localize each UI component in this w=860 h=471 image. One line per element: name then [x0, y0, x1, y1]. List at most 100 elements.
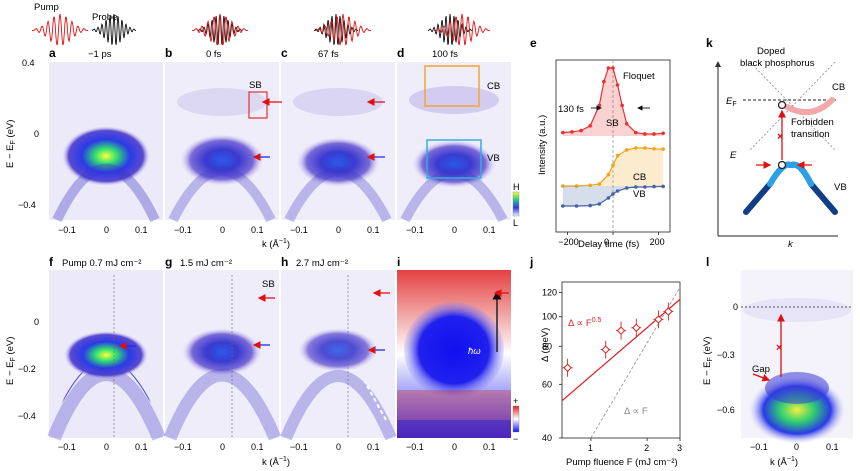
k-cb-label: CB	[832, 82, 845, 93]
probe-pulse	[427, 13, 473, 45]
panel-letter-j: j	[529, 255, 533, 269]
xticks-top: −0.1 0 0.1 −0.1 0 0.1 −0.1 0 0.1 −0.1 0 0.1	[58, 225, 496, 235]
data-point-delta	[601, 345, 610, 354]
panel-letter-k: k	[706, 36, 713, 50]
series-fill-cb	[562, 148, 664, 186]
data-point-sb	[634, 130, 638, 135]
panel-g	[163, 270, 281, 441]
j-ytick-label: 100	[542, 312, 557, 322]
panel-f	[47, 270, 166, 441]
panel-letter-c: c	[281, 46, 288, 60]
y-axis-label-bot: E − EF (eV)	[5, 337, 17, 385]
panel-delay-a: −1 ps	[88, 49, 112, 60]
series-fill-sb	[562, 68, 664, 136]
panel-j-xlabel: Pump fluence F (mJ cm⁻²)	[566, 457, 678, 468]
y-axis-label-top: E − EF (eV)	[5, 120, 17, 168]
diff-plus: +	[513, 396, 518, 406]
sb-label-g: SB	[262, 279, 275, 290]
panel-b	[165, 62, 279, 223]
k-title-1: Doped	[757, 46, 785, 57]
data-point-vb	[597, 202, 602, 206]
j-xtick-label: 1	[588, 443, 593, 453]
data-point-vb	[588, 203, 592, 208]
ytick-top-04: 0.4	[22, 58, 35, 68]
probe-pulse	[91, 13, 137, 45]
cb-box	[424, 65, 480, 107]
panel-delay-c: 67 fs	[318, 49, 339, 60]
svg-text:0: 0	[336, 225, 341, 235]
fit-label: Δ ∝ F0.5	[568, 317, 602, 329]
l-ylabel: E − EF (eV)	[702, 337, 714, 385]
initial-state	[777, 160, 787, 170]
data-point-sb	[611, 66, 615, 70]
svg-text:−0.1: −0.1	[58, 225, 76, 235]
panel-letter-b: b	[165, 46, 172, 60]
data-point-cb	[652, 146, 656, 151]
data-point-sb	[615, 83, 620, 87]
k-vb-label: VB	[834, 182, 847, 193]
svg-text:0: 0	[452, 442, 457, 452]
svg-text:−0.3: −0.3	[717, 350, 735, 360]
vb-box	[426, 139, 482, 179]
panel-h	[280, 270, 397, 441]
data-point-vb	[615, 189, 620, 193]
panel-l: ×	[741, 270, 853, 444]
k-k-axis-label: k	[788, 239, 794, 250]
data-point-sb	[620, 103, 624, 108]
ytick-top-0: 0	[34, 129, 39, 139]
floquet-band	[784, 97, 835, 116]
pump-pulse	[191, 13, 249, 46]
e-sb-label: SB	[606, 118, 619, 129]
svg-text:0.1: 0.1	[135, 225, 148, 235]
svg-text:0.1: 0.1	[483, 442, 496, 452]
data-point-vb	[661, 184, 665, 189]
data-point-sb	[570, 130, 574, 134]
data-point-vb	[611, 192, 615, 196]
diff-colorbar	[512, 405, 520, 433]
data-point-delta	[632, 323, 641, 333]
svg-text:0: 0	[336, 442, 341, 452]
band-intensity	[62, 126, 150, 186]
data-point-cb	[661, 147, 665, 151]
data-point-sb	[579, 128, 583, 133]
colorbar-low: L	[513, 218, 518, 228]
colorbar	[512, 191, 520, 217]
probe-label: Probe	[92, 12, 117, 23]
pump-pulse	[31, 13, 89, 46]
j-xtick-label: 3	[677, 443, 682, 453]
svg-text:0: 0	[220, 442, 225, 452]
svg-text:−0.6: −0.6	[717, 405, 735, 415]
data-point-vb	[652, 184, 656, 189]
panel-fluence-h: 2.7 mJ cm⁻²	[296, 258, 348, 269]
k-ef-label: EF	[726, 96, 737, 108]
svg-text:0.1: 0.1	[826, 442, 839, 452]
data-point-sb	[597, 103, 602, 108]
panel-j-frame	[561, 281, 681, 439]
ytick-bot-m04: −0.4	[18, 411, 36, 421]
svg-text:0: 0	[794, 442, 799, 452]
data-point-vb	[561, 204, 565, 208]
panel-e: −200 0 200	[555, 59, 671, 247]
vb-label-d: VB	[487, 153, 500, 164]
width-label: 130 fs	[558, 104, 584, 115]
vb-right	[789, 161, 838, 215]
e-vb-label: VB	[633, 189, 646, 200]
data-point-vb	[574, 204, 579, 208]
svg-text:0.1: 0.1	[251, 442, 264, 452]
sqrt-fit-line	[561, 298, 681, 402]
ytick-top-m04: −0.4	[18, 200, 36, 210]
data-point-cb	[624, 148, 629, 152]
panel-e-xlabel: Delay time (fs)	[578, 239, 639, 250]
data-point-delta	[664, 307, 673, 316]
gap-label: Gap	[752, 364, 770, 375]
panel-letter-l: l	[706, 255, 709, 269]
data-point-cb	[611, 163, 615, 167]
l-yticks: 0 −0.3 −0.6	[717, 302, 738, 415]
linear-label: Δ ∝ F	[624, 406, 648, 417]
panel-j-ylabel: Δ (meV)	[540, 328, 551, 362]
ytick-bot-m02: −0.2	[18, 364, 36, 374]
svg-text:−0.1: −0.1	[174, 225, 192, 235]
data-point-sb	[661, 131, 665, 136]
svg-text:−0.1: −0.1	[406, 442, 424, 452]
svg-text:0: 0	[104, 442, 109, 452]
